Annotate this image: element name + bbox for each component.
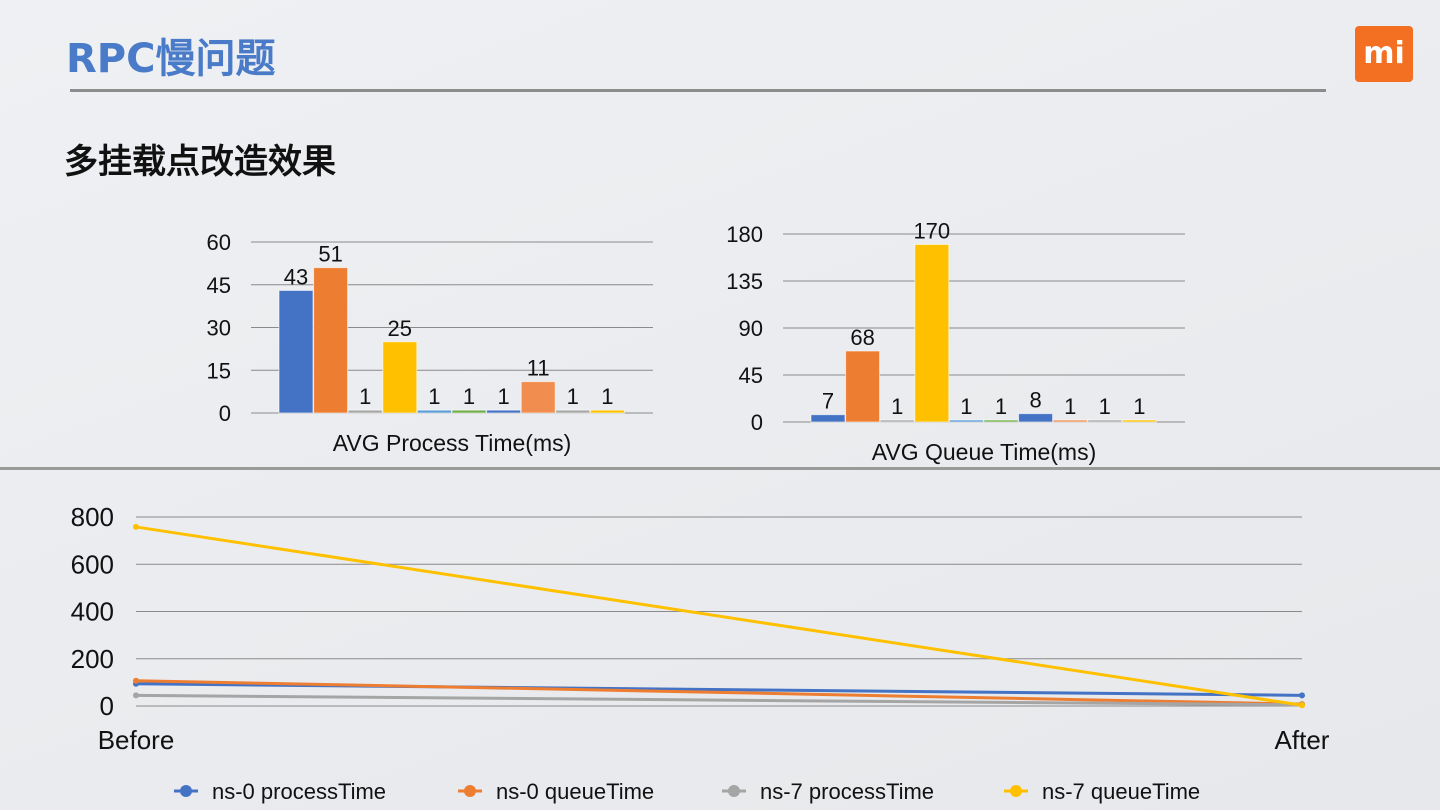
data-label: 11 bbox=[527, 356, 550, 381]
data-label: 1 bbox=[1064, 394, 1076, 419]
series-line bbox=[135, 693, 1303, 707]
bar bbox=[948, 419, 984, 423]
data-label: 25 bbox=[388, 316, 412, 341]
series-line bbox=[135, 679, 1303, 706]
data-point bbox=[1299, 692, 1305, 699]
data-label: 7 bbox=[822, 389, 834, 414]
bar bbox=[486, 409, 522, 414]
title-underline bbox=[70, 89, 1326, 92]
data-label: 1 bbox=[1099, 394, 1111, 419]
y-tick-label: 30 bbox=[207, 316, 231, 341]
data-point bbox=[1299, 702, 1305, 709]
y-tick-label: 800 bbox=[71, 502, 114, 532]
bar bbox=[451, 409, 487, 414]
data-label: 1 bbox=[995, 394, 1007, 419]
data-label: 1 bbox=[601, 384, 613, 409]
bar bbox=[879, 419, 915, 423]
mi-logo: mi bbox=[1355, 26, 1413, 82]
chart-divider bbox=[0, 467, 1440, 470]
data-label: 8 bbox=[1029, 388, 1041, 413]
legend-swatch-marker bbox=[1010, 785, 1022, 797]
data-label: 1 bbox=[960, 394, 972, 419]
legend-label: ns-0 queueTime bbox=[496, 779, 654, 804]
x-tick-label: After bbox=[1275, 725, 1330, 755]
data-label: 51 bbox=[318, 242, 342, 267]
y-tick-label: 45 bbox=[207, 273, 231, 298]
data-point bbox=[133, 677, 139, 684]
bar bbox=[845, 350, 881, 423]
bar bbox=[1018, 413, 1054, 423]
y-tick-label: 45 bbox=[739, 363, 763, 388]
legend-swatch-marker bbox=[180, 785, 192, 797]
y-tick-label: 90 bbox=[739, 316, 763, 341]
x-axis-title: AVG Queue Time(ms) bbox=[872, 439, 1097, 465]
y-tick-label: 200 bbox=[71, 644, 114, 674]
bar bbox=[589, 409, 625, 414]
bar bbox=[382, 341, 418, 414]
bar bbox=[810, 414, 846, 423]
x-axis-title: AVG Process Time(ms) bbox=[333, 430, 572, 456]
bar bbox=[983, 419, 1019, 423]
data-label: 1 bbox=[463, 384, 475, 409]
data-point bbox=[133, 692, 139, 699]
data-label: 1 bbox=[359, 384, 371, 409]
y-tick-label: 600 bbox=[71, 549, 114, 579]
bar bbox=[555, 409, 591, 414]
y-tick-label: 0 bbox=[100, 691, 114, 721]
bar bbox=[1121, 419, 1157, 423]
x-tick-label: Before bbox=[98, 725, 175, 755]
bar bbox=[520, 381, 556, 414]
y-tick-label: 60 bbox=[207, 230, 231, 255]
mi-logo-glyph: mi bbox=[1363, 36, 1405, 71]
legend-swatch-marker bbox=[464, 785, 476, 797]
bar bbox=[313, 267, 349, 414]
bar bbox=[1052, 419, 1088, 423]
data-label: 1 bbox=[1133, 394, 1145, 419]
bar bbox=[914, 243, 950, 423]
page-title: RPC慢问题 bbox=[66, 36, 276, 82]
data-point bbox=[133, 523, 139, 530]
data-label: 1 bbox=[428, 384, 440, 409]
series-line bbox=[135, 525, 1303, 707]
bar bbox=[278, 289, 314, 414]
bar bbox=[347, 409, 383, 414]
bar bbox=[1087, 419, 1123, 423]
legend-swatch-marker bbox=[728, 785, 740, 797]
y-tick-label: 135 bbox=[726, 269, 763, 294]
y-tick-label: 180 bbox=[726, 222, 763, 247]
data-label: 1 bbox=[891, 394, 903, 419]
section-subtitle: 多挂载点改造效果 bbox=[64, 142, 336, 182]
legend-label: ns-7 processTime bbox=[760, 779, 934, 804]
data-label: 1 bbox=[567, 384, 579, 409]
data-label: 43 bbox=[284, 264, 308, 289]
y-tick-label: 400 bbox=[71, 597, 114, 627]
y-tick-label: 15 bbox=[207, 358, 231, 383]
data-label: 1 bbox=[497, 384, 509, 409]
y-tick-label: 0 bbox=[751, 410, 763, 435]
bar bbox=[416, 409, 452, 414]
data-label: 68 bbox=[850, 325, 874, 350]
y-tick-label: 0 bbox=[219, 401, 231, 426]
data-label: 170 bbox=[913, 218, 950, 243]
legend-label: ns-7 queueTime bbox=[1042, 779, 1200, 804]
legend-label: ns-0 processTime bbox=[212, 779, 386, 804]
